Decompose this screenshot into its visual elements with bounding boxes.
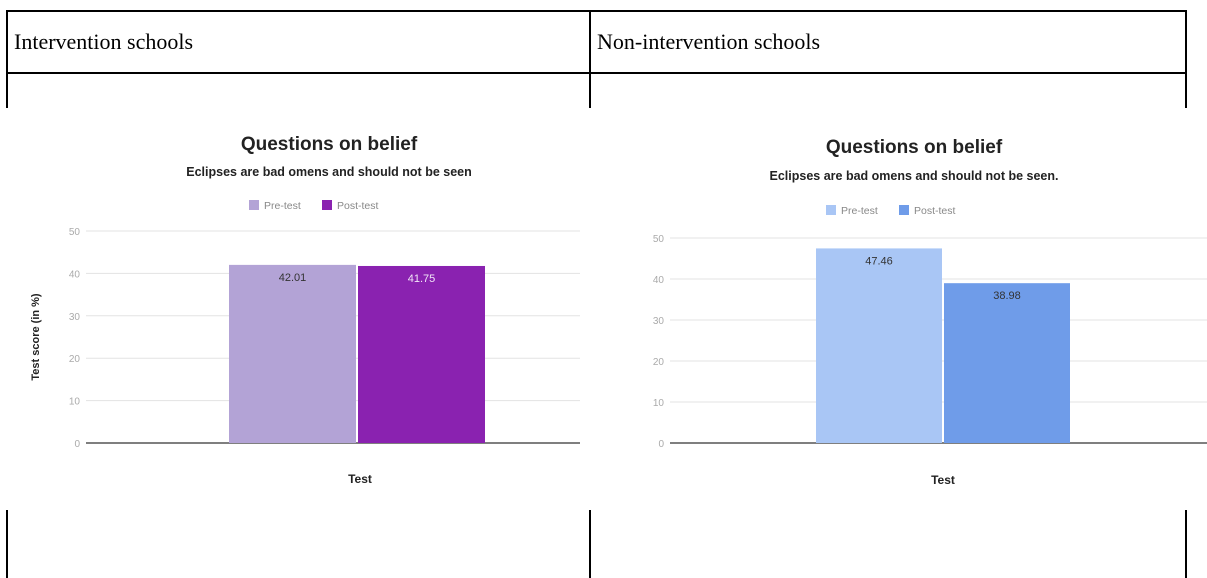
y-tick-label: 40	[653, 275, 665, 286]
bar-post-test	[358, 265, 485, 443]
y-tick-label: 30	[653, 316, 665, 327]
chart-non-intervention: Questions on belief Eclipses are bad omen…	[653, 137, 1207, 487]
x-axis-label: Test	[931, 473, 955, 487]
bar-pre-test	[816, 248, 942, 443]
chart-intervention-panel: Questions on belief Eclipses are bad omen…	[10, 110, 588, 510]
data-label-post-test: 38.98	[993, 290, 1021, 302]
y-tick-label: 40	[69, 269, 81, 280]
x-axis-label: Test	[348, 472, 372, 486]
legend-label-pre-test: Pre-test	[841, 205, 878, 217]
legend-swatch-pre-test	[249, 200, 259, 210]
legend-label-pre-test: Pre-test	[264, 200, 301, 212]
table-border-right	[1185, 10, 1187, 108]
chart-intervention: Questions on belief Eclipses are bad omen…	[30, 134, 580, 486]
table-header-divider	[6, 72, 1187, 74]
legend-swatch-post-test	[899, 205, 909, 215]
bar-post-test	[944, 283, 1070, 443]
chart-subtitle: Eclipses are bad omens and should not be…	[186, 165, 472, 179]
legend-label-post-test: Post-test	[337, 200, 379, 212]
chart-title: Questions on belief	[241, 134, 418, 155]
y-tick-label: 0	[74, 439, 80, 450]
legend-swatch-post-test	[322, 200, 332, 210]
data-label-pre-test: 47.46	[865, 255, 893, 267]
table-border-left-lower	[6, 510, 8, 578]
legend-swatch-pre-test	[826, 205, 836, 215]
table-border-right-lower	[1185, 510, 1187, 578]
y-tick-label: 20	[653, 357, 665, 368]
table-column-divider	[589, 10, 591, 108]
y-tick-label: 0	[658, 439, 664, 450]
y-tick-label: 30	[69, 312, 81, 323]
table-border-top	[6, 10, 1187, 12]
header-intervention-schools: Intervention schools	[14, 29, 194, 54]
y-tick-label: 50	[69, 227, 81, 238]
chart-title: Questions on belief	[826, 137, 1003, 158]
chart-non-intervention-panel: Questions on belief Eclipses are bad omen…	[596, 110, 1207, 510]
legend-label-post-test: Post-test	[914, 205, 956, 217]
table-border-left	[6, 10, 8, 108]
y-axis-label: Test score (in %)	[30, 293, 42, 381]
bar-pre-test	[229, 264, 356, 443]
table-column-divider-lower	[589, 510, 591, 578]
y-tick-label: 10	[653, 398, 665, 409]
y-tick-label: 50	[653, 234, 665, 245]
y-tick-label: 20	[69, 354, 81, 365]
header-non-intervention-schools: Non-intervention schools	[597, 29, 821, 54]
data-label-pre-test: 42.01	[279, 272, 307, 284]
y-tick-label: 10	[69, 397, 81, 408]
data-label-post-test: 41.75	[408, 273, 436, 285]
chart-subtitle: Eclipses are bad omens and should not be…	[770, 169, 1059, 183]
